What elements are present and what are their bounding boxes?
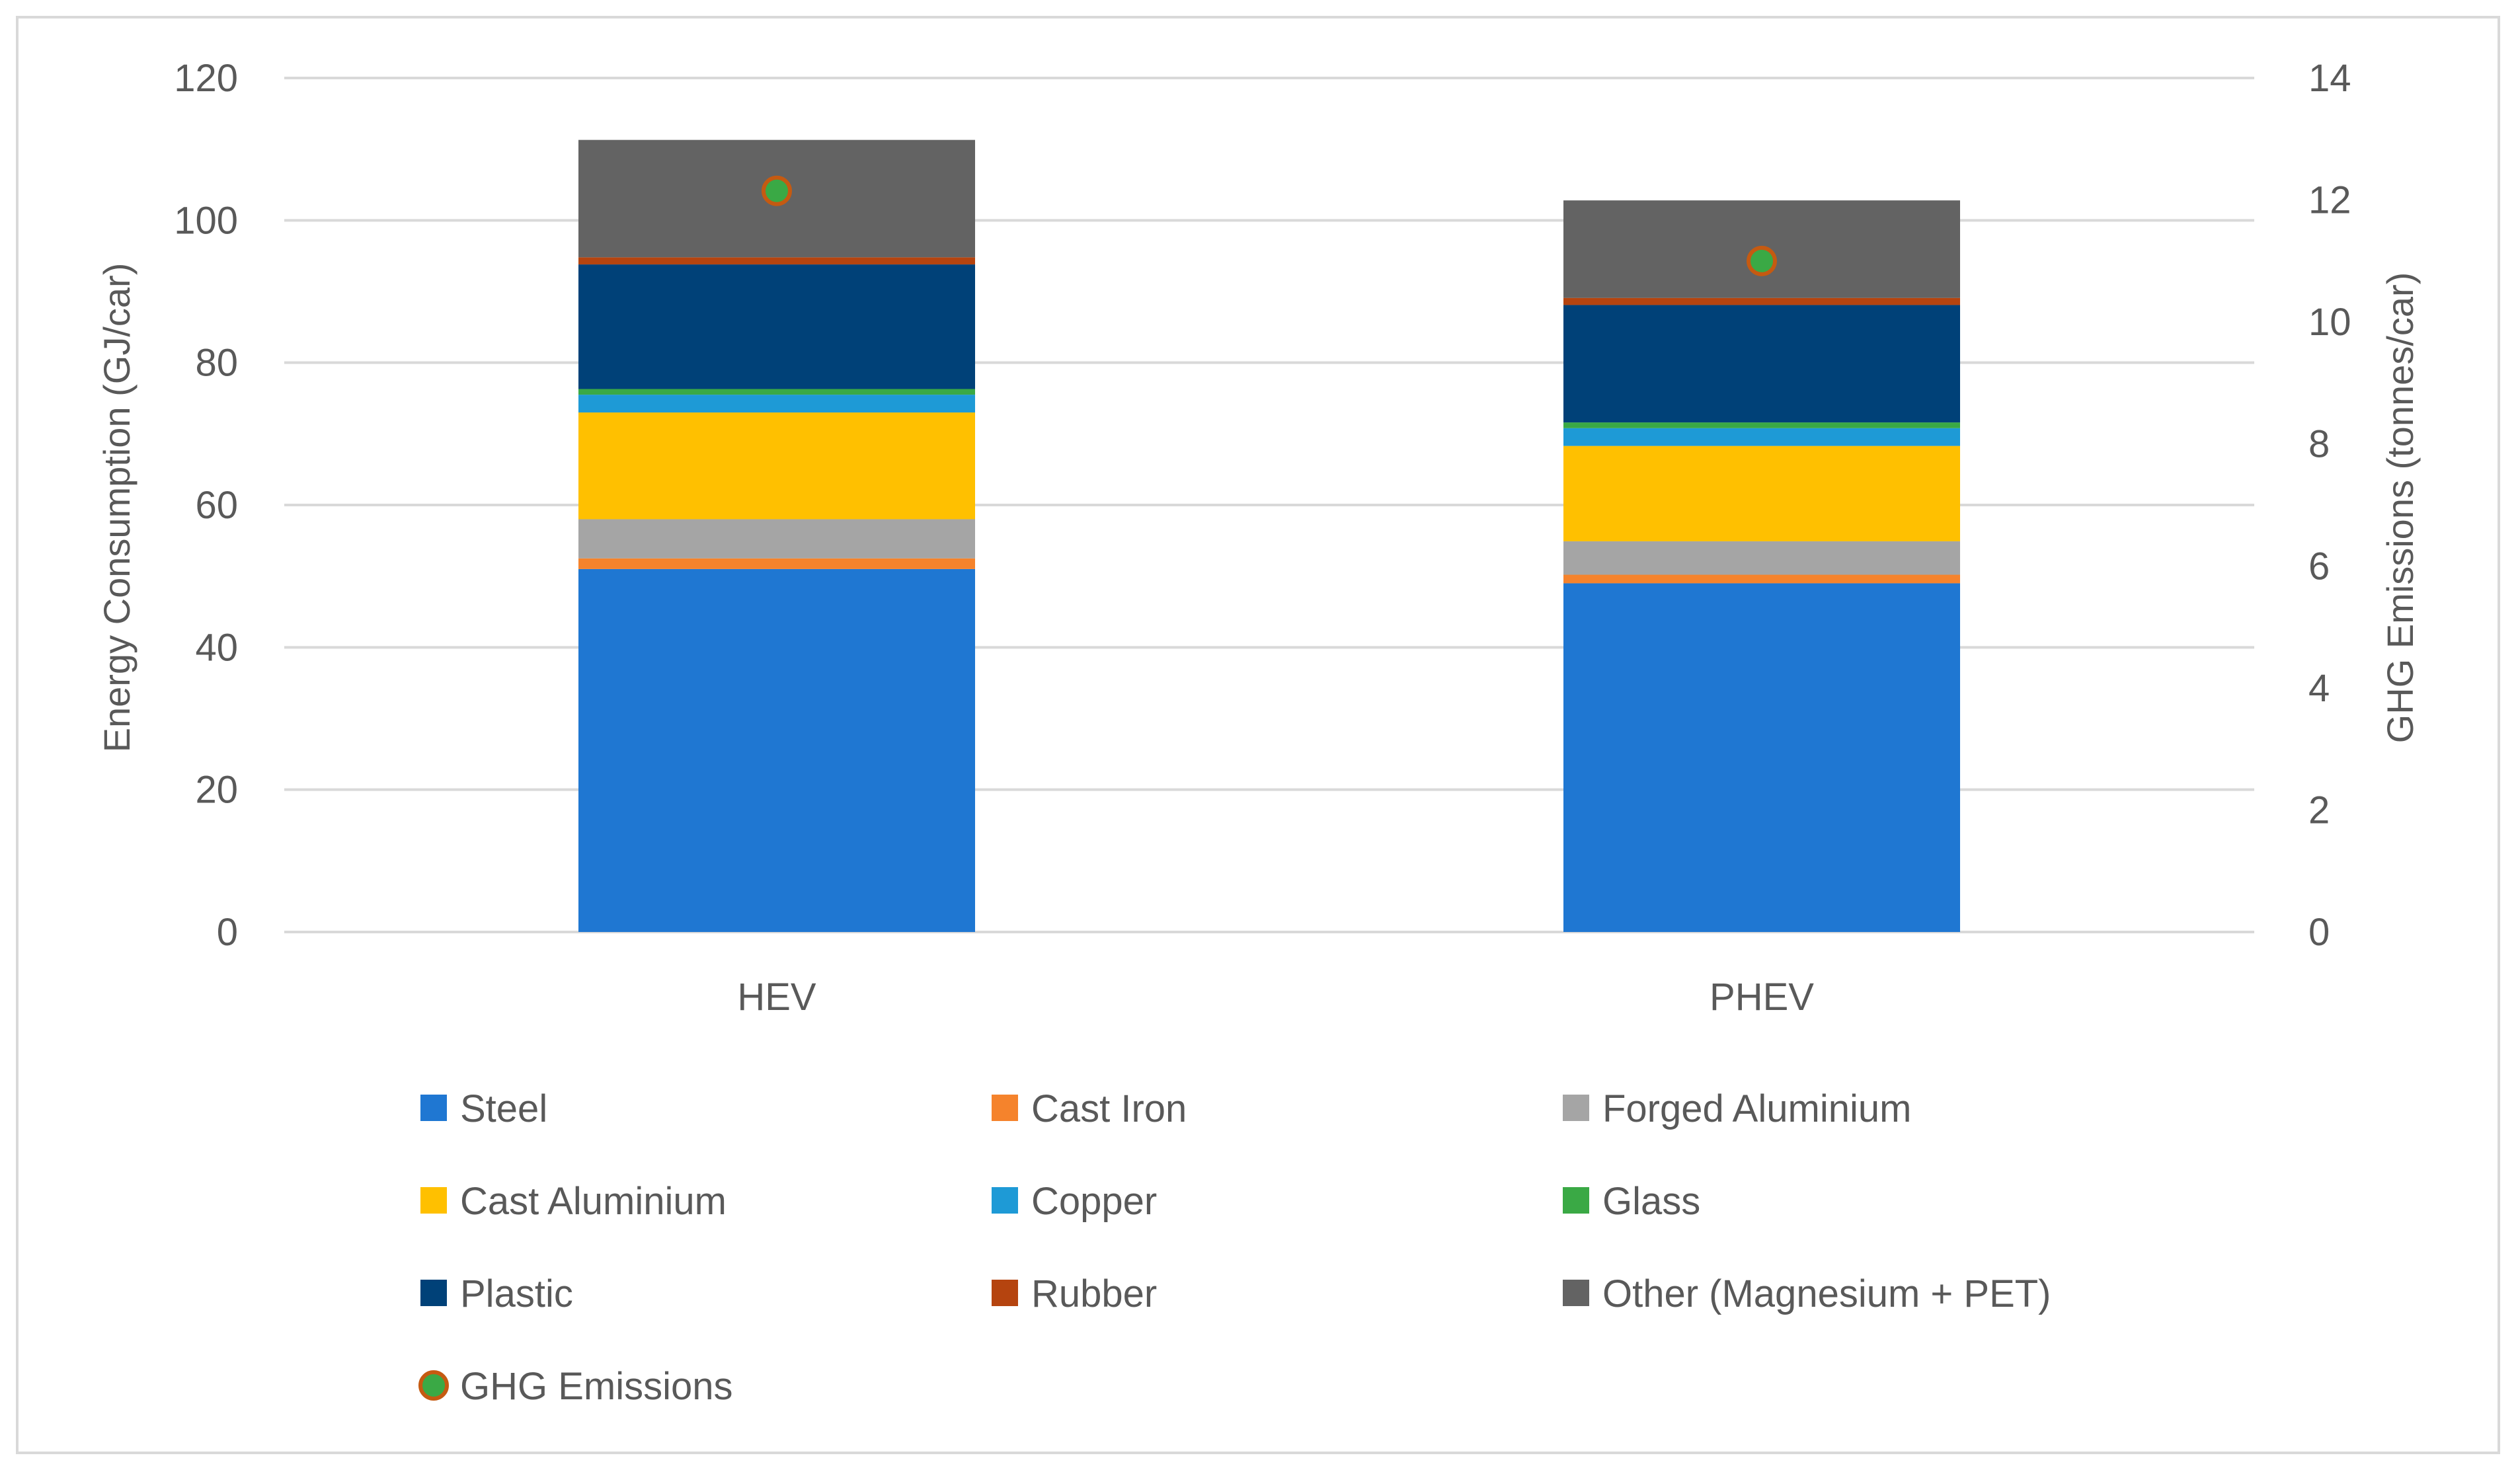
y2-tick-label: 14 [2308, 57, 2351, 100]
ghg-marker-hev [762, 175, 792, 206]
legend-item: Rubber [992, 1272, 1157, 1315]
legend-label: Other (Magnesium + PET) [1602, 1272, 2051, 1315]
y-tick-label: 60 [195, 484, 238, 527]
legend-swatch [1563, 1280, 1589, 1306]
legend-item: Plastic [420, 1272, 573, 1315]
legend: Steel Cast Iron Forged Aluminium Cast Alumi… [418, 1087, 2051, 1408]
legend-item: Cast Aluminium [420, 1180, 727, 1223]
bar-segment-phev-steel [1563, 583, 1960, 932]
legend-swatch [420, 1280, 447, 1306]
legend-label: Cast Aluminium [460, 1180, 727, 1223]
ghg-markers [762, 175, 1777, 276]
legend-swatch [992, 1280, 1018, 1306]
ghg-marker-phev [1747, 245, 1777, 276]
bar-segment-hev-forged-aluminium [578, 519, 975, 559]
legend-item: Steel [420, 1087, 547, 1130]
bar-segment-phev-forged-aluminium [1563, 541, 1960, 575]
x-tick-label: HEV [737, 976, 816, 1019]
y-tick-label: 40 [195, 626, 238, 669]
y-axis-ticks: 0 20 40 60 80 100 120 [174, 57, 238, 954]
bars [578, 139, 1960, 932]
bar-segment-hev-plastic [578, 264, 975, 389]
legend-item: Copper [992, 1180, 1157, 1223]
legend-swatch [420, 1095, 447, 1121]
bar-segment-hev-glass [578, 389, 975, 395]
y2-tick-label: 8 [2308, 423, 2330, 466]
y-tick-label: 120 [174, 57, 238, 100]
legend-swatch [1563, 1095, 1589, 1121]
y2-tick-label: 4 [2308, 667, 2330, 710]
y-tick-label: 20 [195, 769, 238, 812]
bar-segment-hev-cast-iron [578, 558, 975, 569]
bar-segment-phev-rubber [1563, 297, 1960, 305]
legend-label: Copper [1031, 1180, 1157, 1223]
y2-tick-label: 10 [2308, 301, 2351, 344]
bar-segment-hev-rubber [578, 257, 975, 265]
legend-item: Other (Magnesium + PET) [1563, 1272, 2051, 1315]
legend-swatch [992, 1095, 1018, 1121]
y-tick-label: 0 [217, 911, 238, 954]
legend-swatch [1563, 1187, 1589, 1214]
bar-segment-phev-copper [1563, 428, 1960, 446]
legend-label: Plastic [460, 1272, 573, 1315]
legend-item: Glass [1563, 1180, 1700, 1223]
bar-segment-phev-cast-aluminium [1563, 446, 1960, 541]
legend-item: Cast Iron [992, 1087, 1187, 1130]
y2-tick-label: 12 [2308, 179, 2351, 222]
bar-segment-hev-steel [578, 568, 975, 932]
legend-item: Forged Aluminium [1563, 1087, 1911, 1130]
y2-tick-label: 2 [2308, 789, 2330, 832]
legend-label: Rubber [1031, 1272, 1157, 1315]
legend-label: Steel [460, 1087, 547, 1130]
y-tick-label: 100 [174, 199, 238, 242]
bar-segment-phev-plastic [1563, 305, 1960, 423]
legend-marker [418, 1370, 449, 1401]
bar-segment-hev-cast-aluminium [578, 412, 975, 520]
y2-tick-label: 6 [2308, 545, 2330, 588]
y2-axis-label: GHG Emissions (tonnes/car) [2379, 272, 2421, 744]
legend-swatch [420, 1187, 447, 1214]
x-tick-label: PHEV [1710, 976, 1814, 1019]
y2-axis-ticks: 0 2 4 6 8 10 12 14 [2308, 57, 2351, 954]
y-tick-label: 80 [195, 342, 238, 385]
legend-item: GHG Emissions [418, 1365, 733, 1408]
legend-label: Cast Iron [1031, 1087, 1187, 1130]
chart-frame [16, 16, 2500, 1454]
bar-segment-phev-glass [1563, 422, 1960, 428]
legend-swatch [992, 1187, 1018, 1214]
legend-label: Glass [1602, 1180, 1700, 1223]
bar-segment-hev-copper [578, 395, 975, 413]
y-axis-label: Energy Consumption (GJ/car) [96, 263, 138, 753]
bar-segment-phev-cast-iron [1563, 574, 1960, 584]
legend-label: GHG Emissions [460, 1365, 733, 1408]
legend-label: Forged Aluminium [1602, 1087, 1911, 1130]
x-axis-ticks: HEV PHEV [737, 976, 1814, 1019]
y2-tick-label: 0 [2308, 911, 2330, 954]
